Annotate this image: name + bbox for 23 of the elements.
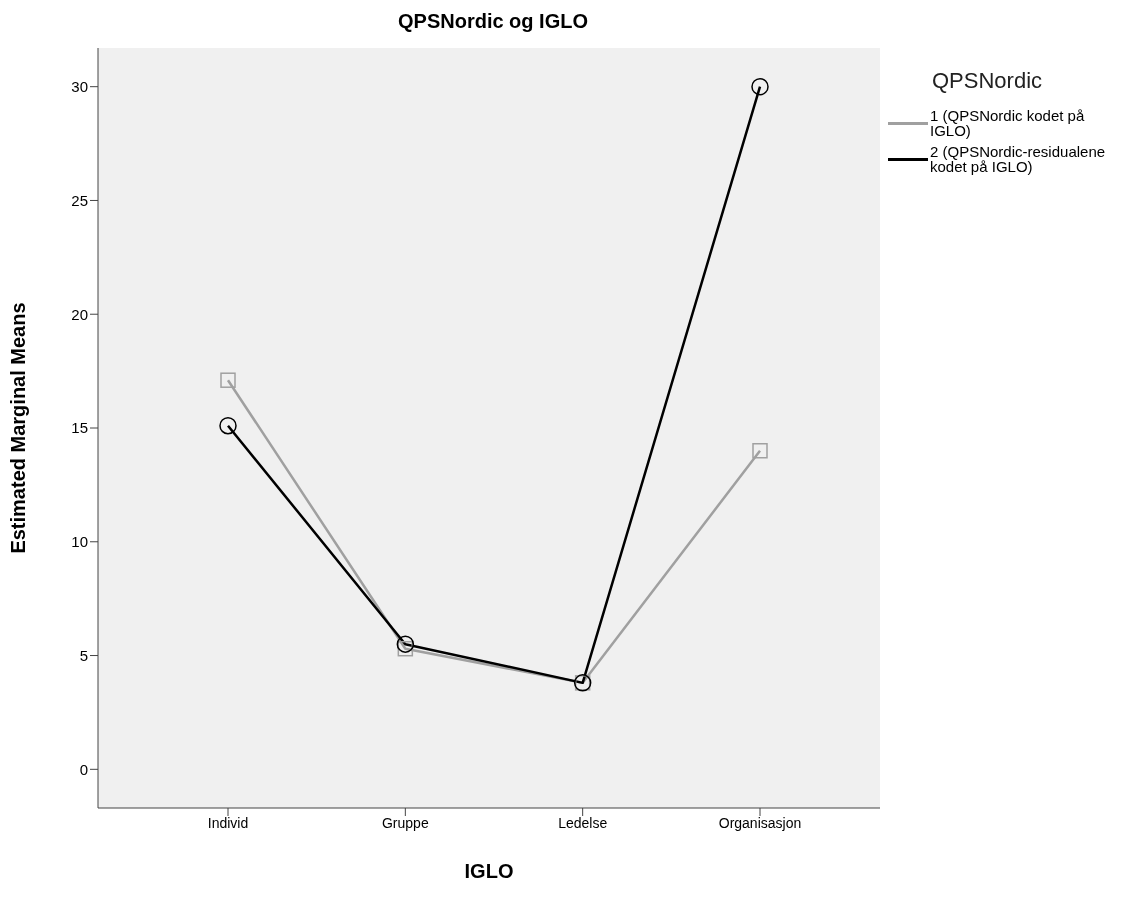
- point: [751, 77, 769, 96]
- point: [220, 372, 236, 388]
- legend-label: 2 (QPSNordic-residualene kodet på IGLO): [930, 143, 1107, 175]
- legend-label: 1 (QPSNordic kodet på IGLO): [930, 107, 1086, 139]
- legend-title: QPSNordic: [932, 68, 1044, 94]
- x-tick-label: Organisasjon: [718, 814, 802, 831]
- point: [752, 443, 768, 459]
- point: [219, 416, 237, 435]
- point: [397, 640, 414, 657]
- x-axis-title: IGLO: [464, 860, 514, 882]
- y-tick-label: 10: [71, 533, 88, 551]
- chart-title: QPSNordic og IGLO: [397, 10, 589, 33]
- point: [396, 635, 415, 653]
- x-tick-label: Individ: [207, 814, 249, 831]
- y-tick-label: 5: [79, 646, 88, 664]
- y-tick-label: 0: [79, 760, 88, 778]
- x-tick-label: Ledelse: [558, 814, 608, 831]
- y-axis-title: Estimated Marginal Means: [7, 302, 30, 554]
- y-tick-label: 15: [71, 419, 88, 437]
- y-tick-label: 25: [71, 191, 88, 209]
- y-tick-label: 30: [71, 78, 88, 96]
- y-tick-label: 20: [71, 305, 88, 323]
- x-tick-label: Gruppe: [381, 814, 429, 831]
